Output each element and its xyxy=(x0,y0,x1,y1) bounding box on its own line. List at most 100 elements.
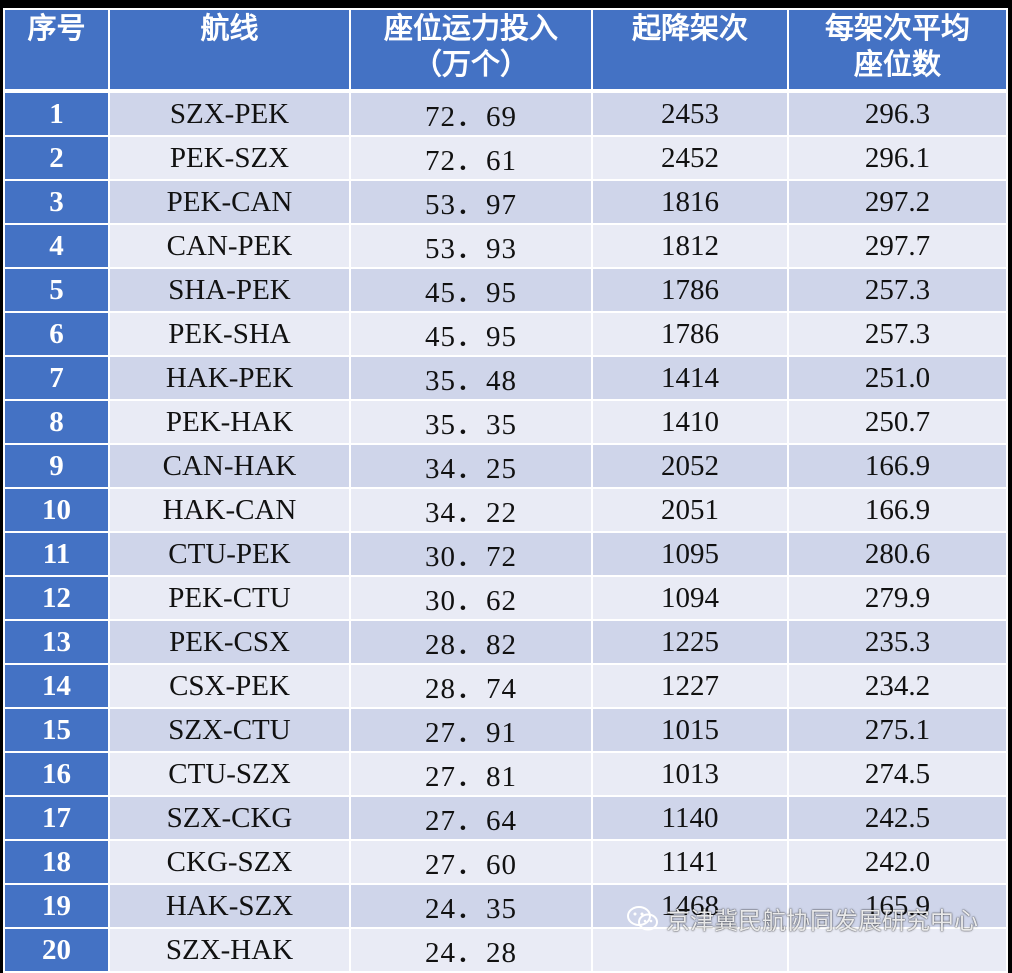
table-row: 7 HAK-PEK 35．48 1414 251.0 xyxy=(3,355,1008,401)
route-cell: CTU-SZX xyxy=(108,751,351,797)
avg-seats-cell: 166.9 xyxy=(787,443,1008,489)
flights-cell: 2052 xyxy=(591,443,789,489)
avg-seats-cell: 257.3 xyxy=(787,311,1008,357)
row-index-cell: 8 xyxy=(3,399,110,445)
avg-seats-cell: 165.9 xyxy=(787,883,1008,929)
seat-capacity-cell: 30．72 xyxy=(349,531,593,577)
route-cell: HAK-SZX xyxy=(108,883,351,929)
seat-capacity-cell: 27．64 xyxy=(349,795,593,841)
avg-seats-cell xyxy=(787,927,1008,973)
table-row: 12 PEK-CTU 30．62 1094 279.9 xyxy=(3,575,1008,621)
flights-cell: 1410 xyxy=(591,399,789,445)
flights-cell: 2453 xyxy=(591,90,789,137)
route-capacity-table: 序号 航线 座位运力投入 （万个） 起降架次 每架次平均 座位数 1 SZX-PEK 72．69… xyxy=(3,8,1008,973)
row-index-cell: 7 xyxy=(3,355,110,401)
seat-capacity-cell: 72．69 xyxy=(349,90,593,137)
flights-cell: 1786 xyxy=(591,311,789,357)
avg-seats-cell: 251.0 xyxy=(787,355,1008,401)
avg-seats-cell: 250.7 xyxy=(787,399,1008,445)
route-cell: SZX-HAK xyxy=(108,927,351,973)
avg-seats-cell: 242.5 xyxy=(787,795,1008,841)
table-row: 1 SZX-PEK 72．69 2453 296.3 xyxy=(3,90,1008,137)
seat-capacity-cell: 53．97 xyxy=(349,179,593,225)
row-index-cell: 3 xyxy=(3,179,110,225)
route-cell: SZX-CTU xyxy=(108,707,351,753)
route-cell: HAK-PEK xyxy=(108,355,351,401)
route-cell: PEK-CTU xyxy=(108,575,351,621)
seat-capacity-cell: 45．95 xyxy=(349,267,593,313)
row-index-cell: 4 xyxy=(3,223,110,269)
table-row: 5 SHA-PEK 45．95 1786 257.3 xyxy=(3,267,1008,313)
seat-capacity-cell: 24．28 xyxy=(349,927,593,973)
route-cell: CAN-HAK xyxy=(108,443,351,489)
seat-capacity-cell: 34．25 xyxy=(349,443,593,489)
row-index-cell: 5 xyxy=(3,267,110,313)
route-cell: PEK-HAK xyxy=(108,399,351,445)
header-line: （万个） xyxy=(412,47,529,81)
table-row: 17 SZX-CKG 27．64 1140 242.5 xyxy=(3,795,1008,841)
avg-seats-cell: 242.0 xyxy=(787,839,1008,885)
seat-capacity-cell: 35．48 xyxy=(349,355,593,401)
flights-cell: 1468 xyxy=(591,883,789,929)
row-index-cell: 18 xyxy=(3,839,110,885)
flights-cell: 1227 xyxy=(591,663,789,709)
route-cell: SHA-PEK xyxy=(108,267,351,313)
route-cell: CTU-PEK xyxy=(108,531,351,577)
route-cell: PEK-SZX xyxy=(108,135,351,181)
avg-seats-cell: 166.9 xyxy=(787,487,1008,533)
route-cell: CSX-PEK xyxy=(108,663,351,709)
row-index-cell: 11 xyxy=(3,531,110,577)
flights-cell: 2051 xyxy=(591,487,789,533)
table-row: 4 CAN-PEK 53．93 1812 297.7 xyxy=(3,223,1008,269)
table-row: 2 PEK-SZX 72．61 2452 296.1 xyxy=(3,135,1008,181)
header-route: 航线 xyxy=(108,8,351,93)
avg-seats-cell: 297.7 xyxy=(787,223,1008,269)
table-row: 18 CKG-SZX 27．60 1141 242.0 xyxy=(3,839,1008,885)
route-cell: SZX-CKG xyxy=(108,795,351,841)
table-row: 3 PEK-CAN 53．97 1816 297.2 xyxy=(3,179,1008,225)
flights-cell: 2452 xyxy=(591,135,789,181)
flights-cell xyxy=(591,927,789,973)
flights-cell: 1140 xyxy=(591,795,789,841)
row-index-cell: 15 xyxy=(3,707,110,753)
row-index-cell: 2 xyxy=(3,135,110,181)
seat-capacity-cell: 28．74 xyxy=(349,663,593,709)
flights-cell: 1414 xyxy=(591,355,789,401)
row-index-cell: 14 xyxy=(3,663,110,709)
row-index-cell: 17 xyxy=(3,795,110,841)
route-cell: PEK-CAN xyxy=(108,179,351,225)
route-cell: PEK-SHA xyxy=(108,311,351,357)
header-flights: 起降架次 xyxy=(591,8,789,93)
header-line: 航线 xyxy=(200,11,259,45)
avg-seats-cell: 280.6 xyxy=(787,531,1008,577)
row-index-cell: 20 xyxy=(3,927,110,973)
table-row: 6 PEK-SHA 45．95 1786 257.3 xyxy=(3,311,1008,357)
seat-capacity-cell: 27．91 xyxy=(349,707,593,753)
flights-cell: 1786 xyxy=(591,267,789,313)
seat-capacity-cell: 53．93 xyxy=(349,223,593,269)
row-index-cell: 16 xyxy=(3,751,110,797)
table-row: 8 PEK-HAK 35．35 1410 250.7 xyxy=(3,399,1008,445)
seat-capacity-cell: 27．81 xyxy=(349,751,593,797)
avg-seats-cell: 257.3 xyxy=(787,267,1008,313)
table-row: 9 CAN-HAK 34．25 2052 166.9 xyxy=(3,443,1008,489)
row-index-cell: 1 xyxy=(3,90,110,137)
route-cell: CAN-PEK xyxy=(108,223,351,269)
table-row: 14 CSX-PEK 28．74 1227 234.2 xyxy=(3,663,1008,709)
seat-capacity-cell: 35．35 xyxy=(349,399,593,445)
avg-seats-cell: 275.1 xyxy=(787,707,1008,753)
table-row: 19 HAK-SZX 24．35 1468 165.9 xyxy=(3,883,1008,929)
header-line: 起降架次 xyxy=(631,11,748,45)
flights-cell: 1015 xyxy=(591,707,789,753)
avg-seats-cell: 296.3 xyxy=(787,90,1008,137)
flights-cell: 1816 xyxy=(591,179,789,225)
route-cell: HAK-CAN xyxy=(108,487,351,533)
flights-cell: 1094 xyxy=(591,575,789,621)
header-avg-seats: 每架次平均 座位数 xyxy=(787,8,1008,93)
avg-seats-cell: 297.2 xyxy=(787,179,1008,225)
flights-cell: 1812 xyxy=(591,223,789,269)
table-body: 1 SZX-PEK 72．69 2453 296.3 2 PEK-SZX 72．61 2452 2… xyxy=(3,90,1008,973)
avg-seats-cell: 279.9 xyxy=(787,575,1008,621)
seat-capacity-cell: 24．35 xyxy=(349,883,593,929)
row-index-cell: 19 xyxy=(3,883,110,929)
